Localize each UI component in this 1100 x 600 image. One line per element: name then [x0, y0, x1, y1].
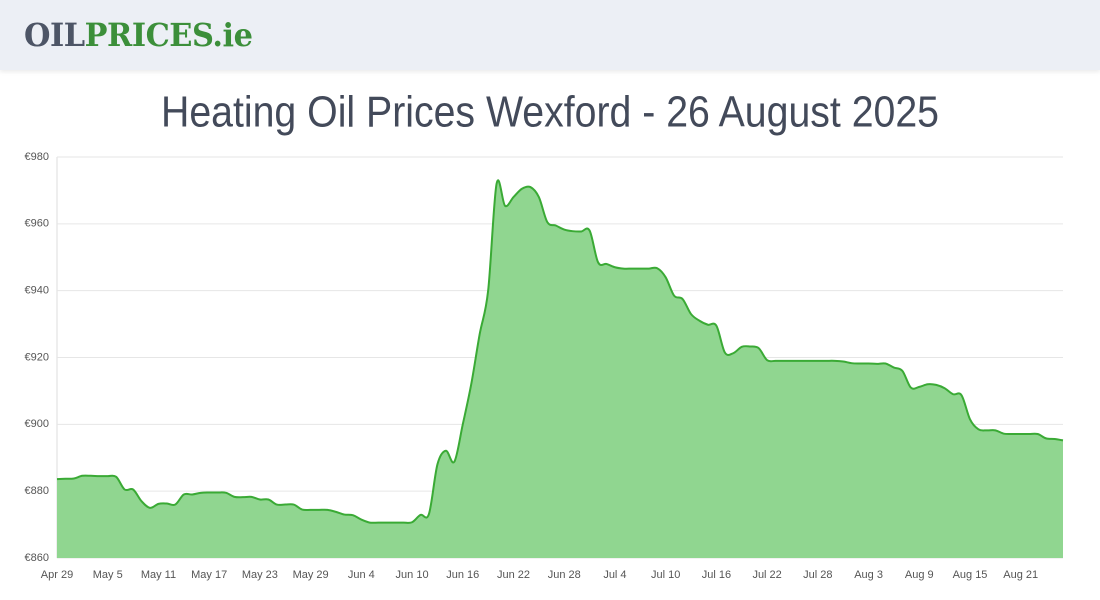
- x-tick-label: Jul 28: [803, 569, 832, 581]
- x-tick-label: Jun 28: [548, 569, 581, 581]
- logo-text: .ie: [212, 16, 253, 54]
- line: [56, 179, 1064, 524]
- x-tick-label: Aug 3: [854, 569, 883, 581]
- area-fill: [57, 180, 1063, 558]
- x-tick-label: May 17: [191, 569, 227, 581]
- x-tick-label: Jul 4: [603, 569, 626, 581]
- y-tick-label: €940: [25, 285, 49, 297]
- x-tick-label: Jul 10: [651, 569, 680, 581]
- x-tick-label: Aug 21: [1003, 569, 1038, 581]
- x-tick-label: Aug 15: [953, 569, 988, 581]
- x-tick-label: Jun 16: [446, 569, 479, 581]
- chart: Heating Oil Prices Wexford - 26 August 2…: [25, 88, 1064, 581]
- x-tick-label: Aug 9: [905, 569, 934, 581]
- x-tick-label: Jun 22: [497, 569, 530, 581]
- y-tick-label: €920: [25, 351, 49, 363]
- y-tick-label: €900: [25, 418, 49, 430]
- x-tick-label: May 29: [293, 569, 329, 581]
- x-tick-label: Jul 16: [702, 569, 731, 581]
- header: OILPRICES.ie: [0, 0, 1100, 70]
- y-tick-label: €960: [25, 218, 49, 230]
- logo-text: OIL: [24, 16, 85, 54]
- logo-text: PRICES: [84, 16, 213, 54]
- x-tick-label: Apr 29: [41, 569, 73, 581]
- x-tick-label: May 23: [242, 569, 278, 581]
- x-tick-label: Jul 22: [752, 569, 781, 581]
- x-tick-label: May 5: [93, 569, 123, 581]
- y-tick-label: €860: [25, 552, 49, 564]
- x-tick-label: Jun 4: [348, 569, 375, 581]
- chart-title: Heating Oil Prices Wexford - 26 August 2…: [161, 88, 939, 137]
- y-tick-label: €980: [25, 151, 49, 163]
- y-tick-label: €880: [25, 485, 49, 497]
- x-tick-label: Jun 10: [396, 569, 429, 581]
- x-tick-label: May 11: [141, 569, 176, 581]
- logo[interactable]: OILPRICES.ie: [24, 16, 253, 54]
